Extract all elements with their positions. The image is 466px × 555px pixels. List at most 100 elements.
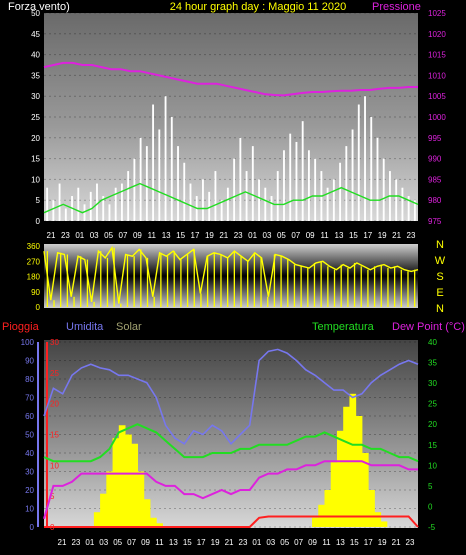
x-tick-label: 03 — [266, 538, 275, 547]
humidity-tick-label: 0 — [30, 523, 35, 532]
temp-tick-label: 10 — [428, 461, 437, 470]
solar-bar — [312, 517, 319, 527]
x-tick-label: 23 — [407, 231, 416, 240]
wind-gust-bar — [208, 191, 211, 221]
wind-gust-bar — [382, 158, 385, 221]
x-tick-label: 05 — [280, 538, 289, 547]
solar-bar — [330, 462, 338, 527]
x-tick-label: 01 — [248, 231, 257, 240]
x-tick-label: 03 — [263, 231, 272, 240]
rain-tick-label: 30 — [50, 338, 59, 347]
solar-bar — [374, 512, 382, 527]
wind-gust-bar — [46, 187, 49, 221]
wind-tick-label: 20 — [31, 134, 40, 143]
wind-tick-label: 5 — [36, 196, 41, 205]
humidity-line — [43, 348, 419, 446]
x-tick-label: 23 — [239, 538, 248, 547]
x-tick-label: 11 — [320, 231, 329, 240]
solar-bar — [118, 425, 126, 527]
direction-tick-label: 180 — [27, 273, 41, 282]
solar-bar — [324, 490, 332, 527]
wind-gust-bar — [283, 150, 285, 221]
wind-gust-bar — [183, 162, 186, 221]
x-tick-label: 23 — [406, 538, 415, 547]
x-tick-label: 07 — [127, 538, 136, 547]
wind-tick-label: 35 — [31, 71, 40, 80]
rain-tick-label: 10 — [50, 461, 59, 470]
solar-bar — [343, 406, 350, 527]
x-tick-label: 09 — [133, 231, 142, 240]
wind-gust-bar — [139, 137, 142, 221]
wind-gust-bar — [345, 146, 348, 221]
wind-gust-bar — [364, 96, 366, 221]
wind-gust-bar — [301, 121, 304, 221]
wind-gust-bar — [64, 208, 67, 221]
temp-tick-label: 5 — [428, 482, 433, 491]
pressure-tick-label: 980 — [428, 196, 442, 205]
temp-tick-label: 15 — [428, 441, 437, 450]
solar-bar — [355, 416, 363, 527]
wind-gust-bar — [83, 204, 86, 221]
wind-gust-bar — [264, 187, 267, 221]
temp-tick-label: 30 — [428, 379, 437, 388]
wind-tick-label: 40 — [31, 51, 40, 60]
x-tick-label: 19 — [205, 231, 214, 240]
direction-tick-label: 0 — [36, 303, 41, 312]
wind-gust-bar — [89, 191, 92, 221]
x-tick-label: 23 — [61, 231, 70, 240]
pressure-axis-title: Pressione — [372, 1, 421, 13]
wind-gust-bar — [245, 171, 248, 221]
wind-gust-bar — [202, 179, 204, 221]
x-tick-label: 11 — [322, 538, 331, 547]
x-tick-label: 09 — [141, 538, 150, 547]
wind-tick-label: 50 — [31, 9, 40, 18]
wind-gust-bar — [52, 200, 55, 221]
humidity-tick-label: 20 — [25, 486, 34, 495]
wind-gust-bar — [170, 117, 173, 221]
x-tick-label: 13 — [169, 538, 178, 547]
compass-label: S — [436, 271, 443, 283]
x-tick-label: 21 — [225, 538, 234, 547]
pressure-tick-label: 975 — [428, 217, 442, 226]
solar-bar — [112, 438, 120, 527]
wind-gust-bar — [258, 179, 260, 221]
x-tick-label: 03 — [90, 231, 99, 240]
humidity-tick-label: 90 — [25, 357, 34, 366]
wind-gust-bar — [145, 146, 148, 221]
wind-gust-bar — [233, 158, 236, 221]
solar-bar — [106, 471, 114, 527]
solar-bar — [125, 434, 132, 527]
direction-tick-label: 90 — [31, 288, 40, 297]
x-tick-label: 13 — [162, 231, 171, 240]
wind-gust-bar — [270, 196, 273, 221]
x-tick-label: 15 — [349, 231, 358, 240]
pressure-tick-label: 1015 — [428, 51, 446, 60]
x-tick-label: 15 — [183, 538, 192, 547]
x-tick-label: 17 — [197, 538, 206, 547]
wind-gust-bar — [401, 187, 404, 221]
wind-gust-bar — [376, 137, 379, 221]
pressure-tick-label: 1000 — [428, 113, 446, 122]
wind-gust-bar — [357, 104, 360, 221]
solar-bar — [149, 517, 157, 527]
x-tick-label: 13 — [335, 231, 344, 240]
wind-gust-bar — [370, 117, 373, 221]
pressure-tick-label: 1025 — [428, 9, 446, 18]
wind-gust-bar — [58, 183, 61, 221]
solar-bar — [380, 521, 388, 527]
compass-label: W — [435, 255, 446, 267]
solar-bar — [336, 430, 344, 527]
wind-gust-bar — [407, 196, 410, 221]
x-tick-label: 19 — [378, 538, 387, 547]
wind-avg-line — [43, 182, 419, 214]
wind-axis-title: Forza vento) — [8, 1, 70, 13]
wind-tick-label: 0 — [36, 217, 41, 226]
x-tick-label: 07 — [291, 231, 300, 240]
x-tick-label: 05 — [113, 538, 122, 547]
wind-gust-bar — [413, 200, 416, 221]
wind-gust-bar — [164, 96, 167, 221]
rain-line — [44, 515, 419, 528]
x-tick-label: 17 — [364, 538, 373, 547]
direction-tick-label: 270 — [27, 257, 41, 266]
wind-gust-bar — [152, 104, 155, 221]
